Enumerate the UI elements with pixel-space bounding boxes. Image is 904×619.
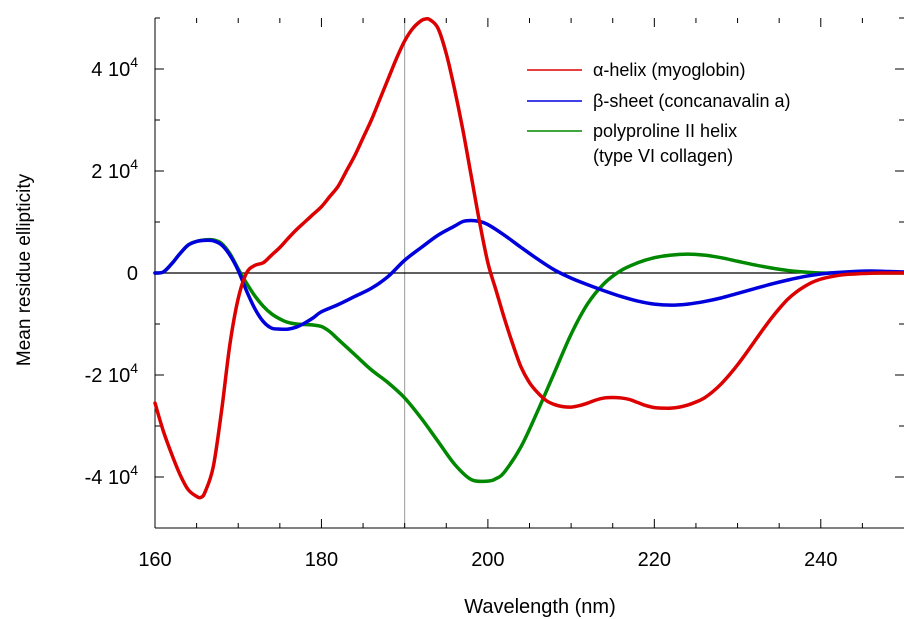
y-tick-label: -4 104 [85, 462, 139, 489]
series-line-polyproline-ii [153, 237, 904, 484]
legend-label-beta-sheet: β-sheet (concanavalin a) [593, 91, 790, 111]
y-axis-label: Mean residue ellipticity [14, 173, 35, 366]
y-axis-ticks: 4 104 2 104 0 -2 104 -4 104 [85, 54, 904, 489]
x-tick-label: 180 [305, 549, 338, 571]
legend-label-polyproline-line2: (type VI collagen) [593, 146, 733, 166]
legend: α-helix (myoglobin) β-sheet (concanavali… [527, 60, 790, 166]
series-line-alpha-helix [153, 16, 904, 500]
y-tick-label: -2 104 [85, 360, 139, 387]
y-tick-label: 0 [127, 263, 138, 285]
x-axis-label: Wavelength (nm) [464, 596, 616, 618]
legend-label-polyproline-line1: polyproline II helix [593, 121, 737, 141]
legend-label-polyproline: polyproline II helix (type VI collagen) [593, 121, 742, 166]
x-tick-label: 160 [138, 549, 171, 571]
x-tick-label: 240 [804, 549, 837, 571]
y-tick-label: 4 104 [91, 54, 138, 81]
legend-label-alpha-helix: α-helix (myoglobin) [593, 60, 745, 80]
x-tick-label: 220 [638, 549, 671, 571]
series-line-beta-sheet [153, 218, 904, 332]
data-series [153, 16, 904, 500]
minor-ticks [155, 17, 904, 529]
x-tick-label: 200 [471, 549, 504, 571]
y-tick-label: 2 104 [91, 156, 138, 183]
x-axis-ticks: 160 180 200 220 240 [138, 18, 837, 571]
